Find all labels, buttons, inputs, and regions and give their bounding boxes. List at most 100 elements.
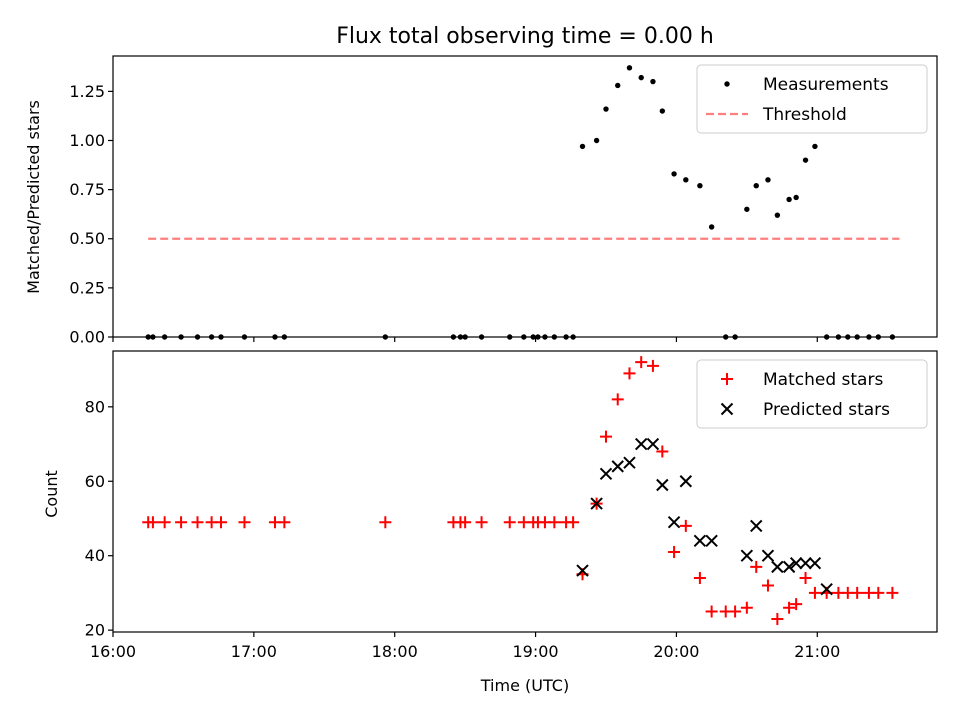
data-point — [808, 556, 822, 570]
data-point — [679, 475, 693, 488]
data-point — [214, 516, 227, 529]
data-point — [599, 430, 612, 443]
data-point — [379, 516, 392, 529]
data-point — [790, 598, 803, 611]
x-tick-label: 21:00 — [794, 642, 840, 661]
top-panel: 0.00 0.25 0.50 0.75 1.00 1.25 Matched/Predicte… — [24, 55, 938, 347]
data-point — [145, 334, 151, 340]
data-point — [478, 334, 485, 340]
data-point — [462, 334, 468, 340]
data-point — [218, 334, 224, 340]
data-point — [799, 572, 812, 585]
data-point — [750, 519, 763, 533]
series-measurements — [145, 65, 896, 340]
data-point — [799, 556, 812, 570]
data-point — [548, 516, 561, 529]
data-point — [194, 334, 201, 340]
y-tick-label: 1.25 — [69, 82, 105, 101]
data-point — [635, 356, 648, 369]
data-point — [693, 534, 707, 548]
data-point — [450, 334, 457, 340]
data-point — [656, 445, 669, 458]
data-point — [761, 549, 775, 562]
series-matched-stars — [142, 356, 899, 625]
data-point — [503, 516, 516, 529]
data-point — [793, 194, 799, 201]
x-tick-label: 20:00 — [653, 642, 699, 661]
data-point — [786, 196, 792, 203]
data-point — [697, 182, 703, 189]
data-point — [626, 65, 633, 71]
data-point — [656, 478, 669, 492]
data-point — [845, 334, 851, 340]
data-point — [579, 143, 586, 150]
legend-handle — [720, 402, 734, 416]
data-point — [732, 334, 738, 340]
data-point — [611, 393, 624, 406]
data-point — [563, 334, 569, 340]
y-tick-label: 20 — [85, 621, 105, 640]
y-tick-label: 0.75 — [69, 180, 105, 199]
data-point — [875, 334, 882, 340]
y-axis-label: Count — [42, 470, 61, 518]
data-point — [866, 334, 872, 340]
data-point — [158, 516, 171, 529]
data-point — [623, 367, 636, 380]
legend-label: Predicted stars — [763, 400, 890, 420]
data-point — [191, 516, 204, 529]
data-point — [382, 334, 389, 340]
data-point — [823, 334, 830, 340]
data-point — [802, 157, 809, 163]
legend: Measurements Threshold — [696, 64, 928, 134]
data-point — [593, 137, 600, 144]
data-point — [854, 334, 860, 340]
data-point — [175, 516, 188, 529]
data-point — [671, 171, 677, 177]
data-point — [705, 605, 718, 618]
data-point — [634, 437, 648, 451]
data-point — [475, 516, 488, 529]
data-point — [774, 212, 781, 218]
data-point — [851, 586, 864, 599]
data-point — [668, 545, 681, 558]
x-axis-label: Time (UTC) — [480, 676, 569, 695]
bottom-panel: 20 40 60 80 16:00 17:00 18:00 19:00 20:00 21:00 Co… — [42, 350, 938, 695]
x-tick-label: 17:00 — [231, 642, 277, 661]
data-point — [750, 560, 763, 573]
data-point — [278, 516, 291, 529]
data-point — [542, 334, 548, 340]
data-point — [808, 586, 821, 599]
data-point — [783, 601, 796, 614]
legend-box — [696, 64, 928, 134]
data-point — [683, 177, 689, 183]
series-predicted-stars — [576, 437, 833, 596]
data-point — [835, 334, 842, 340]
data-point — [530, 334, 536, 340]
data-point — [782, 560, 796, 574]
data-point — [551, 334, 558, 340]
data-point — [812, 143, 818, 150]
legend-box — [696, 359, 928, 429]
data-point — [535, 334, 541, 340]
data-point — [789, 556, 803, 570]
y-tick-label: 40 — [85, 546, 105, 565]
data-point — [208, 334, 215, 340]
y-tick-label: 0.25 — [69, 278, 105, 297]
data-point — [820, 582, 833, 596]
data-point — [744, 206, 750, 212]
data-point — [638, 74, 644, 81]
data-point — [646, 359, 659, 372]
data-point — [611, 460, 624, 473]
data-point — [740, 549, 754, 562]
legend-handle — [724, 81, 730, 87]
data-point — [771, 560, 784, 574]
x-tick-label: 19:00 — [513, 642, 559, 661]
legend-label: Matched stars — [763, 370, 883, 390]
data-point — [889, 334, 896, 340]
data-point — [507, 334, 513, 340]
data-point — [615, 82, 621, 89]
legend-label: Threshold — [762, 105, 847, 125]
chart-title: Flux total observing time = 0.00 h — [336, 24, 714, 49]
data-point — [872, 586, 885, 599]
